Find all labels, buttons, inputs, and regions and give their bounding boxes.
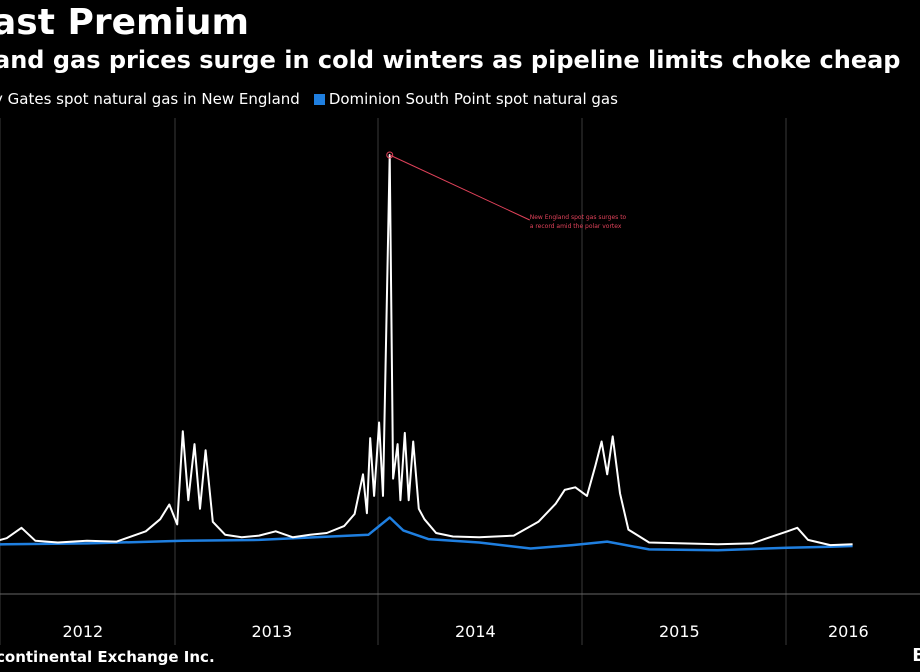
legend-swatch-dominion [313,93,325,105]
x-tick-label: 2012 [63,622,104,641]
legend-item-dominion: Dominion South Point spot natural gas [313,90,618,108]
legend-label-algonquin: y Gates spot natural gas in New England [0,90,300,108]
x-tick-label: 2016 [828,622,869,641]
x-tick-label: 2015 [659,622,700,641]
chart-subtitle: and gas prices surge in cold winters as … [0,46,901,74]
chart-title: ast Premium [0,2,250,43]
brand-logo: B [912,645,920,666]
source-note: continental Exchange Inc. [0,648,215,666]
x-tick-label: 2013 [252,622,293,641]
x-tick-label: 2014 [455,622,496,641]
series-line-algonquin [0,154,853,547]
legend-item-algonquin: y Gates spot natural gas in New England [0,90,300,108]
annotation-leader-line [389,154,530,221]
legend-label-dominion: Dominion South Point spot natural gas [328,90,618,108]
annotation-text: New England spot gas surges to [530,214,627,221]
series-line-dominion [0,516,853,552]
annotation-text: a record amid the polar vortex [530,223,622,230]
legend: y Gates spot natural gas in New England … [0,90,632,108]
annotation-marker [386,151,394,159]
